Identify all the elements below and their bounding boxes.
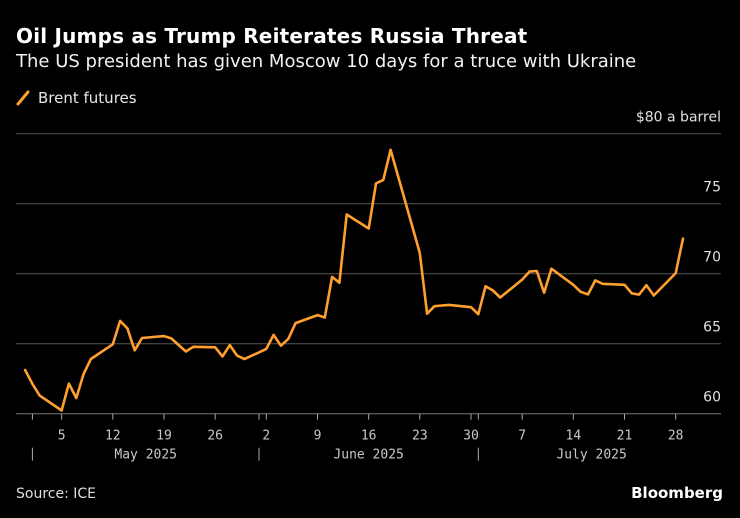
- legend: Brent futures: [16, 89, 137, 107]
- legend-label: Brent futures: [38, 89, 137, 107]
- y-tick-label: $80 a barrel: [636, 110, 721, 126]
- x-tick-label: 23: [412, 429, 428, 444]
- x-tick-label: 2: [262, 429, 270, 444]
- y-tick-label: 65: [703, 320, 721, 336]
- month-label: June 2025: [333, 448, 403, 463]
- y-tick-label: 75: [703, 180, 721, 196]
- legend-line-icon: [16, 90, 30, 106]
- x-tick-label: 16: [361, 429, 377, 444]
- y-tick-label: 60: [703, 390, 721, 406]
- month-label: July 2025: [556, 448, 626, 463]
- x-tick-label: 12: [105, 429, 121, 444]
- x-tick-label: 7: [518, 429, 526, 444]
- x-tick-label: 28: [668, 429, 684, 444]
- month-label: May 2025: [114, 448, 177, 463]
- y-tick-label: 70: [703, 250, 721, 266]
- chart-title: Oil Jumps as Trump Reiterates Russia Thr…: [16, 24, 528, 48]
- x-tick-label: 26: [207, 429, 223, 444]
- x-tick-label: 21: [617, 429, 633, 444]
- chart-subtitle: The US president has given Moscow 10 day…: [16, 51, 637, 72]
- series-line-brent-futures: [23, 148, 685, 412]
- bloomberg-logo: Bloomberg: [631, 484, 723, 502]
- x-tick-label: 5: [58, 429, 66, 444]
- x-tick-label: 9: [314, 429, 322, 444]
- x-tick-label: 30: [463, 429, 479, 444]
- x-tick-label: 19: [156, 429, 172, 444]
- x-tick-label: 14: [566, 429, 582, 444]
- source-note: Source: ICE: [16, 486, 97, 502]
